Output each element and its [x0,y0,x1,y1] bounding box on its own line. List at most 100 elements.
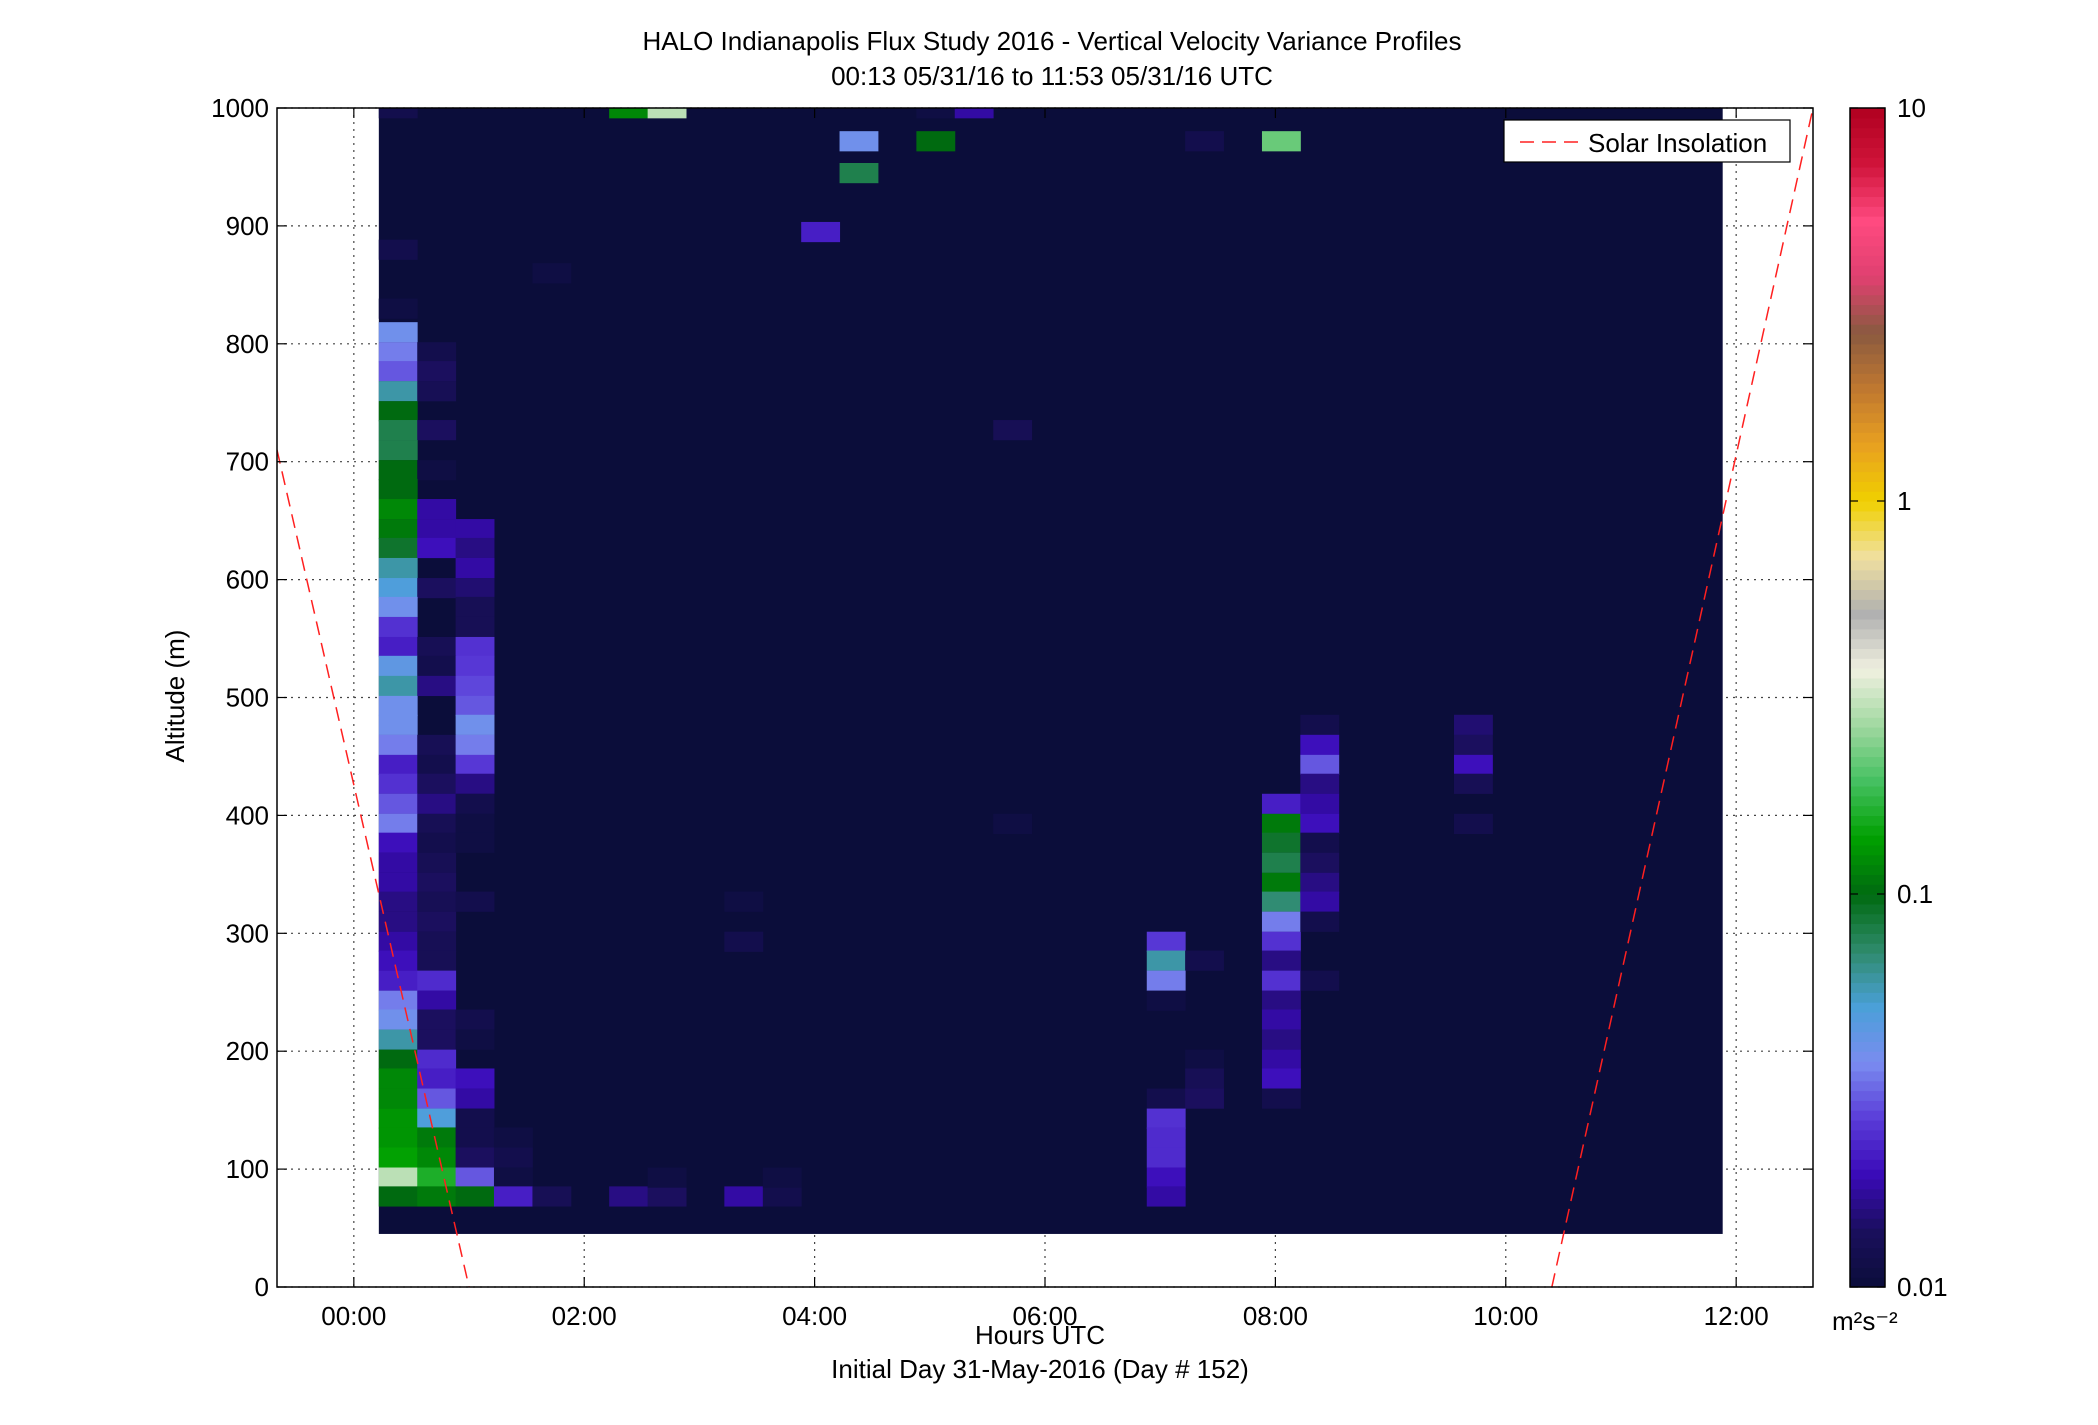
colorbar-segment [1850,422,1885,433]
heatmap-cell [378,1029,418,1050]
heatmap-cell [417,911,457,932]
colorbar-segment [1850,333,1885,345]
colorbar-segment [1850,363,1885,374]
heatmap-cell [1261,970,1301,991]
colorbar-segment [1850,1188,1885,1200]
heatmap-cell [378,1147,418,1168]
x-axis-label: Hours UTC [975,1320,1105,1350]
heatmap-cell [417,381,457,402]
heatmap-cell [1453,813,1493,834]
heatmap-cell [1261,793,1301,814]
heatmap-cell [1300,970,1340,991]
heatmap-cell [1185,950,1224,971]
y-tick-label: 600 [226,565,269,595]
heatmap-cell [762,1167,802,1188]
colorbar-segment [1850,510,1885,522]
colorbar-segment [1850,569,1885,581]
colorbar-segment [1850,894,1885,905]
chart-title: HALO Indianapolis Flux Study 2016 - Vert… [643,26,1462,56]
heatmap-cell [378,381,418,402]
colorbar-segment [1850,1277,1885,1288]
colorbar-segment [1850,1119,1885,1131]
heatmap-cell [455,636,495,658]
colorbar-segment [1850,1090,1885,1101]
y-tick-label: 400 [226,800,269,830]
heatmap-cell [1300,891,1340,912]
colorbar-segment [1850,1041,1885,1052]
heatmap-cell [839,131,879,152]
colorbar-segment [1850,1100,1885,1111]
colorbar-segment [1850,402,1885,414]
colorbar-segment [1850,1208,1885,1219]
heatmap-cell [378,108,418,119]
heatmap-cell [455,655,495,677]
heatmap-cell [417,636,457,658]
colorbar-segment [1850,923,1885,934]
heatmap-cell [455,1147,495,1168]
heatmap-cell [455,1009,495,1030]
colorbar-segment [1850,648,1885,659]
x-axis-sublabel: Initial Day 31-May-2016 (Day # 152) [831,1354,1249,1384]
heatmap-cell [378,931,418,952]
colorbar-segment [1850,275,1885,286]
heatmap-cell [417,1068,457,1089]
y-tick-label: 100 [226,1154,269,1184]
heatmap-cell [455,537,495,559]
heatmap-cell [378,420,418,441]
colorbar-segment [1850,962,1885,974]
heatmap-cell [1261,990,1301,1011]
colorbar-segment [1850,157,1885,168]
heatmap-cell [1261,1049,1301,1070]
heatmap-cell [762,1186,802,1207]
solar-insolation-lines [277,108,1813,1287]
colorbar-segment [1850,766,1885,777]
colorbar-segment [1850,726,1885,738]
heatmap-cell [378,322,418,343]
colorbar-segment [1850,491,1885,502]
heatmap-cell [1261,131,1301,152]
heatmap-cell [1300,793,1340,814]
heatmap-cell [1261,911,1301,932]
heatmap-cell [1300,911,1340,932]
heatmap-cell [378,911,418,932]
heatmap-cell [378,832,418,853]
heatmap-cell [417,872,457,893]
heatmap-cell [417,1009,457,1030]
heatmap-cell [1453,734,1493,756]
colorbar-segment [1850,520,1885,532]
heatmap-cell [417,950,457,971]
colorbar-segment [1850,1198,1885,1209]
colorbar-segment [1850,835,1885,846]
colorbar-segment [1850,599,1885,610]
heatmap-cell [609,1186,649,1207]
heatmap-cell [1146,950,1186,971]
colorbar-segment [1850,1061,1885,1072]
heatmap-cell [1453,754,1493,776]
heatmap-cell [378,734,418,756]
colorbar-segment [1850,559,1885,571]
colorbar-segment [1850,1218,1885,1229]
heatmap-cell [417,420,457,441]
heatmap-cell [417,773,457,794]
heatmap-cell [1146,970,1186,991]
x-tick-label: 00:00 [321,1301,386,1331]
colorbar-tick-label: 0.01 [1897,1272,1948,1302]
colorbar-segment [1850,471,1885,482]
y-tick-label: 800 [226,329,269,359]
colorbar-segment [1850,1159,1885,1170]
heatmap-background-rect [378,108,1723,1234]
heatmap-cell [417,1127,457,1148]
heatmap-cell [455,557,495,579]
heatmap-cell [1185,131,1224,152]
heatmap-cell [378,1088,418,1109]
colorbar-segment [1850,756,1885,767]
colorbar-segment [1850,451,1885,463]
heatmap-cell [378,1068,418,1089]
heatmap-cell [378,695,418,717]
colorbar-segment [1850,255,1885,266]
heatmap-cell [378,891,418,912]
y-tick-label: 700 [226,447,269,477]
heatmap-cell [493,1127,533,1148]
heatmap-cell [493,1167,533,1188]
colorbar-segment [1850,481,1885,492]
